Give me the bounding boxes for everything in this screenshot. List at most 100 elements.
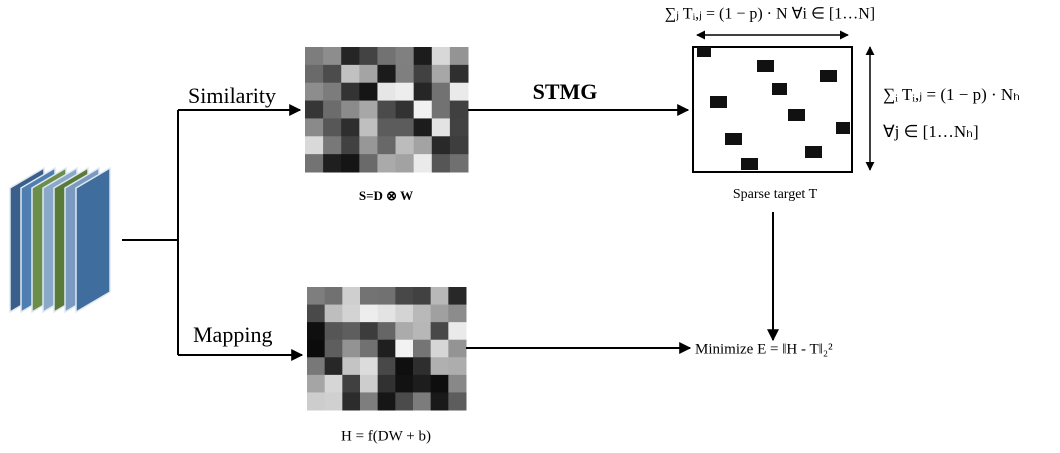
cell	[450, 136, 469, 154]
cell	[342, 305, 360, 323]
cell	[432, 65, 451, 83]
cell	[396, 118, 415, 136]
cell	[325, 340, 343, 358]
cell	[395, 287, 413, 305]
cell	[377, 65, 396, 83]
cell	[450, 101, 469, 119]
cell	[341, 118, 360, 136]
cell	[305, 65, 324, 83]
cell	[395, 305, 413, 323]
cell	[450, 154, 469, 172]
cell	[377, 136, 396, 154]
cell	[431, 357, 449, 375]
cell	[323, 101, 342, 119]
cell	[396, 65, 415, 83]
cell	[450, 47, 469, 65]
cell	[448, 287, 466, 305]
cell	[307, 375, 325, 393]
cell	[323, 136, 342, 154]
block	[757, 60, 774, 72]
cell	[341, 65, 360, 83]
cell	[307, 340, 325, 358]
cell	[396, 136, 415, 154]
cell	[432, 101, 451, 119]
cell	[341, 136, 360, 154]
cell	[360, 392, 378, 410]
cell	[342, 287, 360, 305]
cell	[414, 136, 433, 154]
cell	[323, 118, 342, 136]
cell	[448, 305, 466, 323]
cell	[395, 322, 413, 340]
cell	[359, 47, 378, 65]
cell	[448, 322, 466, 340]
hash-grid	[307, 287, 467, 411]
cell	[431, 322, 449, 340]
cell	[305, 136, 324, 154]
cell	[431, 287, 449, 305]
cell	[414, 65, 433, 83]
cell	[377, 101, 396, 119]
formula: ∑ⱼ Tᵢ,ⱼ = (1 − p) · N ∀i ∈ [1…N]	[665, 6, 875, 23]
cell	[448, 392, 466, 410]
cell	[305, 118, 324, 136]
cell	[360, 375, 378, 393]
cell	[325, 305, 343, 323]
cell	[325, 322, 343, 340]
block	[725, 133, 742, 145]
block	[788, 109, 805, 121]
cell	[450, 65, 469, 83]
block	[710, 96, 727, 108]
cell	[342, 392, 360, 410]
cell	[432, 154, 451, 172]
branch-line	[122, 110, 178, 355]
cell	[378, 287, 396, 305]
cell	[360, 305, 378, 323]
cell	[325, 375, 343, 393]
cell	[396, 47, 415, 65]
cell	[413, 340, 431, 358]
cell	[413, 375, 431, 393]
cell	[413, 322, 431, 340]
block	[697, 47, 711, 57]
node-label: S=D ⊗ W	[359, 188, 413, 203]
cell	[414, 118, 433, 136]
cell	[341, 83, 360, 101]
cell	[305, 47, 324, 65]
cell	[323, 65, 342, 83]
block	[772, 83, 787, 95]
cell	[431, 392, 449, 410]
cell	[431, 340, 449, 358]
cell	[325, 392, 343, 410]
cell	[395, 392, 413, 410]
cell	[432, 118, 451, 136]
cell	[360, 322, 378, 340]
cell	[377, 47, 396, 65]
cell	[305, 83, 324, 101]
edge-label: Mapping	[193, 322, 272, 347]
cell	[395, 375, 413, 393]
block	[836, 122, 850, 134]
cell	[431, 375, 449, 393]
cell	[396, 83, 415, 101]
cell	[413, 357, 431, 375]
cell	[432, 136, 451, 154]
cell	[305, 101, 324, 119]
block	[741, 158, 758, 170]
block	[805, 146, 822, 158]
cell	[360, 340, 378, 358]
cell	[359, 118, 378, 136]
cell	[342, 340, 360, 358]
cell	[305, 154, 324, 172]
cell	[360, 287, 378, 305]
cell	[377, 83, 396, 101]
cell	[359, 154, 378, 172]
cell	[395, 357, 413, 375]
cell	[378, 392, 396, 410]
cell	[414, 154, 433, 172]
cell	[413, 305, 431, 323]
cell	[307, 287, 325, 305]
cell	[396, 101, 415, 119]
block	[820, 70, 837, 82]
node-label: H = f(DW + b)	[341, 428, 431, 444]
